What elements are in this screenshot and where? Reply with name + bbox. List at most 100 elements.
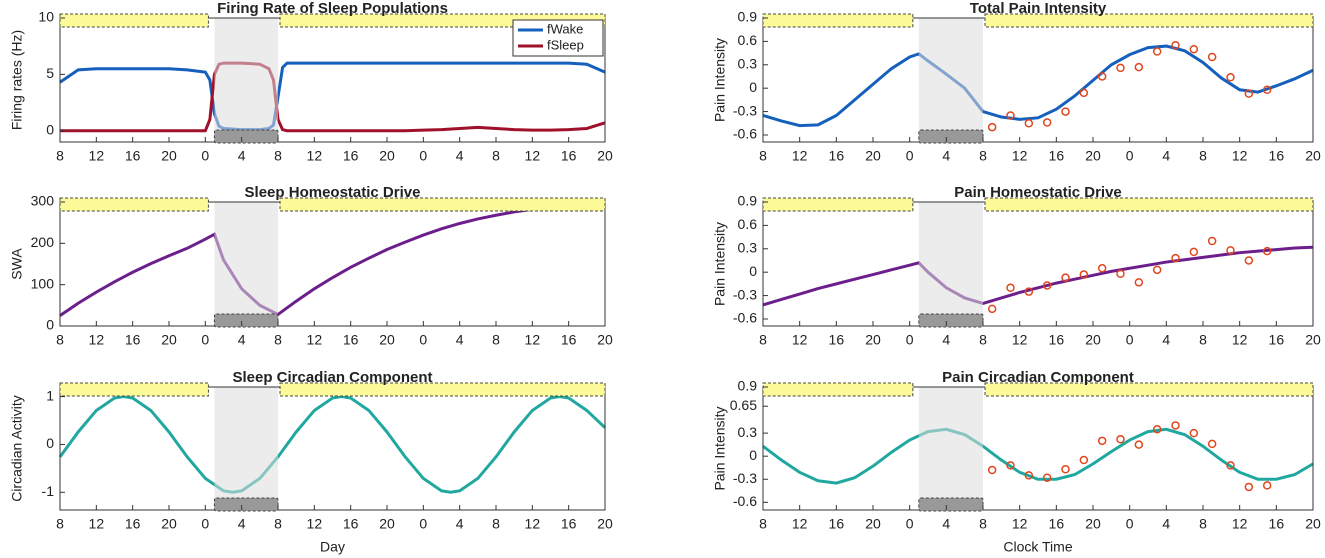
- data-point: [1244, 256, 1254, 265]
- line: [762, 44, 1314, 128]
- x-tick-label: 12: [792, 516, 808, 532]
- x-tick-label: 20: [865, 516, 881, 532]
- y-axis-label: Pain Intensity: [712, 38, 728, 122]
- y-tick-label: 0.9: [738, 193, 758, 209]
- x-tick-label: 4: [238, 332, 246, 348]
- x-tick-label: 12: [792, 332, 808, 348]
- chart-title: Sleep Homeostatic Drive: [245, 184, 421, 201]
- x-tick-label: 16: [1049, 148, 1065, 164]
- data-point: [1116, 435, 1125, 444]
- data-point: [1097, 72, 1107, 81]
- y-tick-label: 0.65: [730, 397, 757, 413]
- wake-bar: [279, 197, 606, 212]
- sleep-bar: [918, 497, 984, 512]
- axes-box: [762, 201, 1314, 327]
- data-point: [1079, 88, 1089, 98]
- sleep-shading: [214, 202, 278, 326]
- wake-bar: [762, 13, 914, 28]
- x-tick-label: 12: [307, 148, 323, 164]
- data-point: [1116, 269, 1125, 278]
- x-tick-label: 16: [343, 332, 359, 348]
- x-tick-label: 0: [419, 148, 427, 164]
- x-tick-label: 8: [274, 332, 282, 348]
- x-tick-label: 20: [379, 516, 395, 532]
- wake-bar: [59, 382, 209, 397]
- data-point: [987, 122, 997, 132]
- y-tick-label: 0: [749, 447, 757, 463]
- data-point: [1262, 85, 1272, 94]
- x-tick-label: 20: [597, 516, 613, 532]
- y-tick-label: 0: [46, 121, 54, 137]
- x-tick-label: 0: [419, 516, 427, 532]
- sleep-bar: [213, 313, 279, 328]
- sleep-bar: [918, 313, 984, 328]
- x-tick-label: 20: [379, 148, 395, 164]
- line: [58, 395, 607, 494]
- x-tick-label: 4: [1162, 148, 1170, 164]
- x-tick-label: 16: [829, 332, 845, 348]
- x-tick-label: 0: [1126, 516, 1134, 532]
- data-point: [1116, 63, 1125, 73]
- x-tick-label: 8: [274, 148, 282, 164]
- y-axis-label: Pain Intensity: [712, 406, 728, 490]
- x-tick-label: 16: [1049, 332, 1065, 348]
- x-tick-label: 16: [561, 516, 577, 532]
- data-point: [1152, 47, 1162, 56]
- data-point: [1097, 264, 1107, 273]
- data-point: [1006, 283, 1015, 293]
- x-tick-label: 20: [1085, 332, 1101, 348]
- chart-title: Total Pain Intensity: [970, 0, 1107, 17]
- data-point: [1006, 111, 1015, 120]
- x-tick-label: 8: [1199, 332, 1207, 348]
- x-tick-label: 0: [906, 516, 914, 532]
- x-tick-label: 12: [1012, 148, 1028, 164]
- legend-label: fSleep: [547, 37, 584, 52]
- x-tick-label: 20: [379, 332, 395, 348]
- data-point: [1171, 421, 1180, 430]
- wake-bar: [59, 13, 209, 28]
- y-tick-label: 0.3: [738, 424, 758, 440]
- y-tick-label: 0: [46, 317, 54, 333]
- y-tick-label: 0.3: [738, 55, 758, 71]
- line: [762, 427, 1314, 485]
- sleep-shading: [214, 18, 278, 142]
- x-tick-label: 8: [56, 148, 64, 164]
- data-point: [987, 304, 997, 314]
- data-point: [1079, 455, 1089, 465]
- data-point: [1244, 482, 1254, 492]
- x-axis-label: Day: [320, 539, 345, 555]
- x-tick-label: 8: [979, 516, 987, 532]
- data-point: [1226, 246, 1235, 255]
- chart-title: Firing Rate of Sleep Populations: [217, 0, 448, 17]
- x-tick-label: 12: [307, 332, 323, 348]
- data-point: [1024, 287, 1034, 296]
- y-axis-label: Circadian Activity: [9, 395, 25, 502]
- line: [762, 245, 1314, 307]
- x-tick-label: 0: [201, 516, 209, 532]
- x-tick-label: 20: [597, 148, 613, 164]
- data-point: [1134, 278, 1144, 287]
- data-point: [1061, 273, 1070, 282]
- x-tick-label: 0: [906, 148, 914, 164]
- x-tick-label: 20: [1085, 148, 1101, 164]
- data-point: [1061, 465, 1070, 474]
- x-tick-label: 12: [307, 516, 323, 532]
- sleep-bar: [213, 497, 279, 512]
- x-tick-label: 12: [89, 516, 105, 532]
- x-tick-label: 4: [1162, 332, 1170, 348]
- data-point: [1262, 246, 1272, 256]
- data-point: [1189, 44, 1199, 54]
- data-point: [1024, 119, 1034, 128]
- data-point: [1207, 52, 1217, 62]
- x-tick-label: 16: [1269, 516, 1285, 532]
- x-tick-label: 20: [865, 332, 881, 348]
- data-point: [1189, 428, 1199, 438]
- data-point: [1079, 270, 1089, 279]
- data-point: [1207, 439, 1217, 449]
- x-tick-label: 8: [492, 332, 500, 348]
- data-point: [1042, 281, 1052, 290]
- data-point: [1171, 41, 1180, 50]
- wake-bar: [984, 13, 1314, 28]
- x-tick-label: 4: [456, 516, 464, 532]
- x-tick-label: 12: [1232, 516, 1248, 532]
